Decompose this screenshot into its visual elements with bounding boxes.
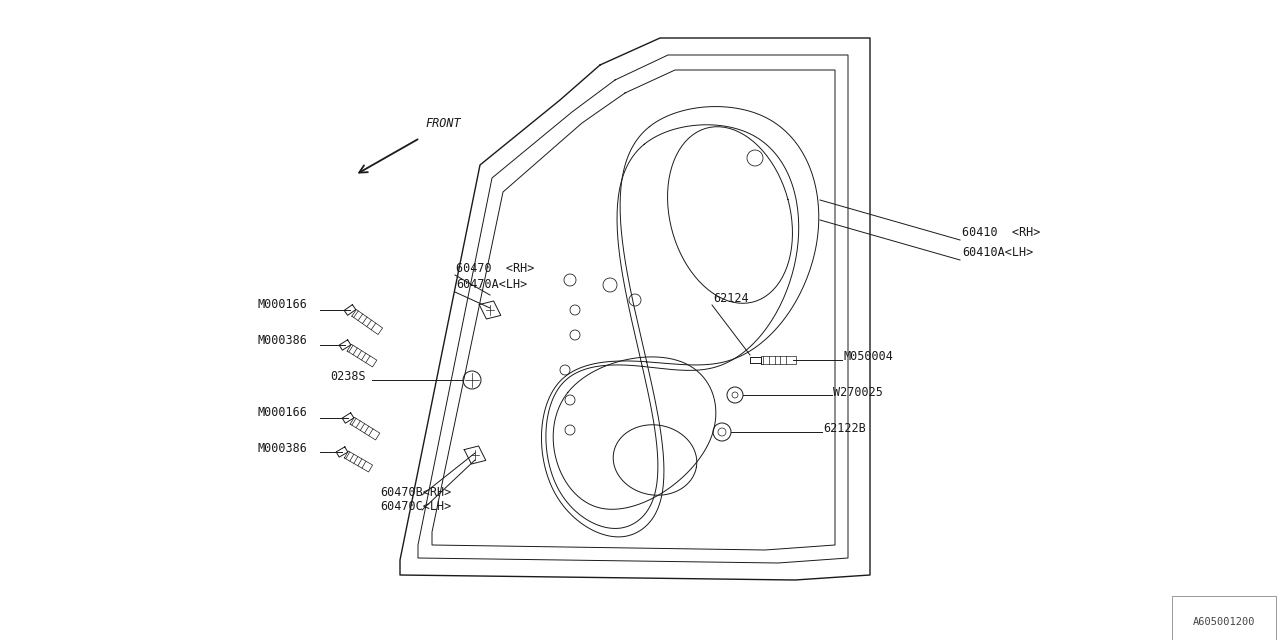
Text: 60470B<RH>: 60470B<RH>	[380, 486, 452, 499]
Text: A605001200: A605001200	[1193, 617, 1254, 627]
Text: 62122B: 62122B	[823, 422, 865, 435]
Text: 60410  <RH>: 60410 <RH>	[963, 227, 1041, 239]
Text: 60470C<LH>: 60470C<LH>	[380, 500, 452, 513]
Text: 60470A<LH>: 60470A<LH>	[456, 278, 527, 291]
Text: 60410A<LH>: 60410A<LH>	[963, 246, 1033, 259]
Text: FRONT: FRONT	[425, 117, 461, 130]
Text: M000386: M000386	[259, 333, 308, 346]
Text: 0238S: 0238S	[330, 369, 366, 383]
Text: M000166: M000166	[259, 298, 308, 312]
Text: M050004: M050004	[844, 351, 893, 364]
Text: M000166: M000166	[259, 406, 308, 419]
Text: M000386: M000386	[259, 442, 308, 454]
Text: 62124: 62124	[713, 291, 749, 305]
Text: 60470  <RH>: 60470 <RH>	[456, 262, 534, 275]
Text: W270025: W270025	[833, 385, 883, 399]
